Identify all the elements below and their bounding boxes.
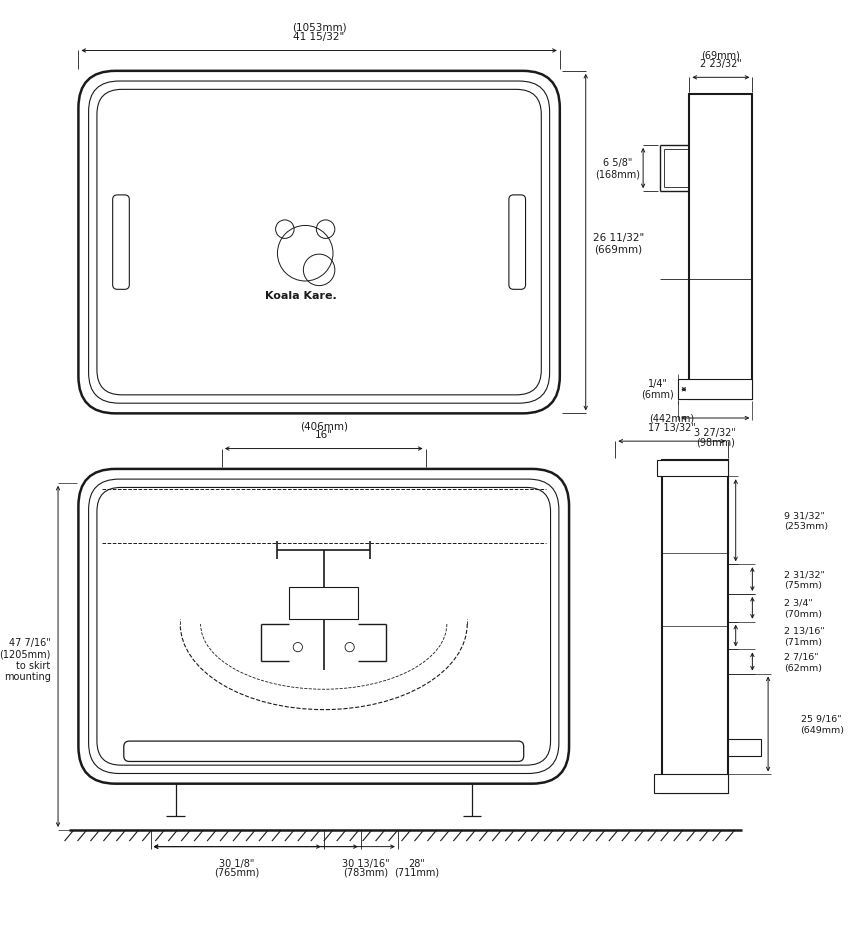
Text: 3 27/32": 3 27/32" xyxy=(694,427,736,438)
Text: (168mm): (168mm) xyxy=(595,170,640,180)
Text: 47 7/16": 47 7/16" xyxy=(8,638,51,648)
Text: 2 3/4": 2 3/4" xyxy=(784,598,813,607)
Text: (71mm): (71mm) xyxy=(784,637,822,646)
Text: (442mm): (442mm) xyxy=(649,413,694,423)
Text: 26 11/32": 26 11/32" xyxy=(592,233,643,242)
Text: 2 31/32": 2 31/32" xyxy=(784,569,824,578)
Text: 6 5/8": 6 5/8" xyxy=(603,159,632,169)
Text: (783mm): (783mm) xyxy=(343,867,388,877)
Text: 25 9/16": 25 9/16" xyxy=(801,714,841,723)
Text: (253mm): (253mm) xyxy=(784,522,828,531)
Text: (1205mm): (1205mm) xyxy=(0,649,51,659)
Text: 30 13/16": 30 13/16" xyxy=(342,857,389,868)
Bar xyxy=(657,460,728,476)
Text: (669mm): (669mm) xyxy=(594,245,643,254)
Text: (6mm): (6mm) xyxy=(642,389,674,400)
Text: (75mm): (75mm) xyxy=(784,580,822,590)
Bar xyxy=(289,588,359,619)
Text: mounting: mounting xyxy=(3,671,51,681)
Text: 2 23/32": 2 23/32" xyxy=(700,59,742,69)
Text: (1053mm): (1053mm) xyxy=(292,23,347,33)
Text: (98mm): (98mm) xyxy=(696,437,734,447)
FancyBboxPatch shape xyxy=(78,71,560,414)
Text: 28": 28" xyxy=(408,857,425,868)
FancyBboxPatch shape xyxy=(78,469,569,784)
Text: (62mm): (62mm) xyxy=(784,663,822,672)
Text: (406mm): (406mm) xyxy=(300,421,348,430)
Text: 41 15/32": 41 15/32" xyxy=(293,32,345,42)
Text: 2 7/16": 2 7/16" xyxy=(784,652,819,661)
Text: (711mm): (711mm) xyxy=(394,867,439,877)
Text: 17 13/32": 17 13/32" xyxy=(648,423,696,432)
FancyBboxPatch shape xyxy=(124,742,524,762)
Text: 2 13/16": 2 13/16" xyxy=(784,626,824,635)
Text: (69mm): (69mm) xyxy=(701,51,740,60)
Bar xyxy=(728,740,761,756)
Bar xyxy=(661,460,728,794)
Bar xyxy=(654,775,728,794)
Bar xyxy=(689,95,752,400)
Text: (70mm): (70mm) xyxy=(784,609,822,618)
FancyBboxPatch shape xyxy=(509,196,525,290)
Text: Koala Kare.: Koala Kare. xyxy=(264,291,337,301)
Text: to skirt: to skirt xyxy=(16,660,51,670)
Text: 9 31/32": 9 31/32" xyxy=(784,511,824,520)
Text: 16": 16" xyxy=(314,430,332,439)
Bar xyxy=(678,380,752,400)
Text: (649mm): (649mm) xyxy=(801,725,845,734)
Text: 30 1/8": 30 1/8" xyxy=(219,857,255,868)
FancyBboxPatch shape xyxy=(113,196,129,290)
Text: 1/4": 1/4" xyxy=(648,378,668,388)
Text: (765mm): (765mm) xyxy=(214,867,260,877)
